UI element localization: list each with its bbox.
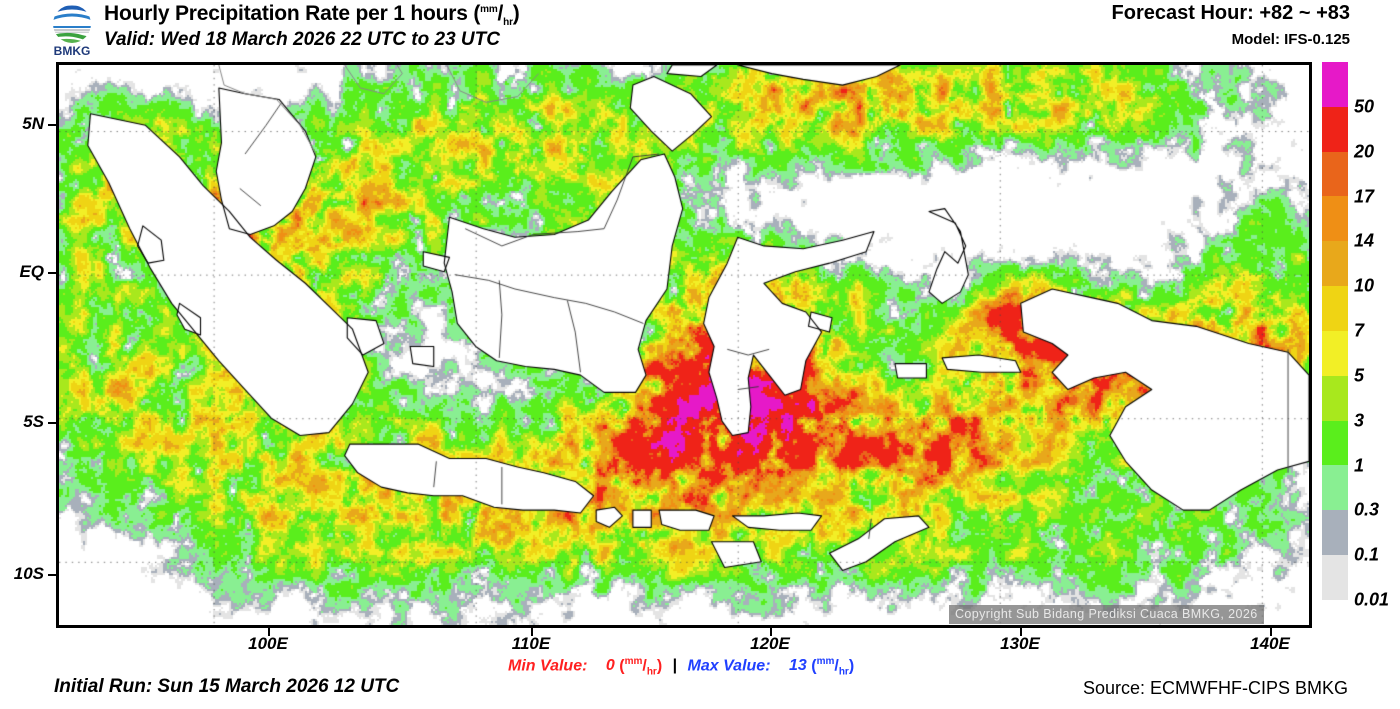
forecast-hour: Forecast Hour: +82 ~ +83: [1111, 2, 1350, 24]
lat-tick: [48, 124, 56, 126]
min-value-label: Min Value:: [508, 657, 588, 675]
lat-label-10s: 10S: [13, 564, 44, 583]
colorbar-tick-0.01: 0.01: [1354, 589, 1390, 610]
colorbar-band-17-20: [1322, 151, 1348, 197]
colorbar-band-0.1-0.3: [1322, 510, 1348, 556]
lon-tick: [1270, 628, 1272, 636]
min-value-unit: (mm/hr): [619, 656, 663, 678]
lat-tick: [48, 574, 56, 576]
colorbar-band-20-50: [1322, 106, 1348, 152]
lat-label-5n: 5N: [22, 114, 44, 133]
min-value: 0: [605, 657, 615, 675]
colorbar-tick-1: 1: [1354, 455, 1365, 475]
valid-time: Valid: Wed 18 March 2026 22 UTC to 23 UT…: [104, 29, 500, 50]
colorbar-band-1-3: [1322, 420, 1348, 466]
colorbar-tick-0.1: 0.1: [1354, 544, 1380, 565]
title-unit-numerator: mm: [480, 4, 498, 15]
max-value-label: Max Value:: [687, 657, 771, 675]
bmkg-logo-icon: BMKG: [53, 5, 91, 58]
colorbar-band-7-10: [1322, 286, 1348, 331]
max-value-unit: (mm/hr): [811, 656, 855, 678]
lon-label-140e: 140E: [1250, 634, 1290, 653]
bmkg-logo: BMKG: [42, 4, 102, 58]
colorbar-band-3-5: [1322, 375, 1348, 421]
colorbar-tick-5: 5: [1354, 365, 1365, 386]
colorbar-tick-7: 7: [1354, 320, 1365, 341]
lon-tick: [268, 628, 270, 636]
colorbar-band-10-14: [1322, 241, 1348, 287]
lat-label-5s: 5S: [23, 412, 44, 431]
colorbar-tick-14: 14: [1354, 230, 1375, 251]
svg-text:BMKG: BMKG: [54, 44, 91, 58]
title-unit: (mm/hr): [473, 2, 520, 29]
colorbar-tick-0.3: 0.3: [1354, 499, 1380, 520]
lat-tick: [48, 272, 56, 274]
copyright-watermark: Copyright Sub Bidang Prediksi Cuaca BMKG…: [949, 605, 1264, 624]
max-value: 13: [788, 657, 807, 675]
lon-label-100e: 100E: [248, 634, 288, 653]
initial-run: Initial Run: Sun 15 March 2026 12 UTC: [54, 676, 400, 697]
page-title: Hourly Precipitation Rate per 1 hours (m…: [104, 2, 520, 28]
colorbar-tick-17: 17: [1354, 186, 1375, 206]
colorbar-tick-3: 3: [1354, 410, 1365, 431]
precipitation-field: [59, 65, 1309, 625]
lat-tick: [48, 422, 56, 424]
colorbar-band-0.01-0.1: [1322, 555, 1348, 600]
colorbar-band-14-17: [1322, 196, 1348, 242]
colorbar-tick-20: 20: [1354, 141, 1375, 162]
page-title-text: Hourly Precipitation Rate per 1 hours: [104, 2, 468, 25]
model-name: Model: IFS-0.125: [1231, 31, 1350, 48]
lon-tick: [531, 628, 533, 636]
lon-label-120e: 120E: [750, 634, 790, 653]
precipitation-map[interactable]: Copyright Sub Bidang Prediksi Cuaca BMKG…: [56, 62, 1312, 628]
colorbar-band-50+: [1322, 62, 1348, 107]
lon-tick: [770, 628, 772, 636]
colorbar-band-0.3-1: [1322, 465, 1348, 511]
colorbar-tick-10: 10: [1354, 275, 1375, 296]
min-max-values: Min Value: 0 (mm/hr) | Max Value: 13 (mm…: [508, 656, 854, 678]
colorbar-tick-50: 50: [1354, 96, 1375, 117]
minmax-separator: |: [672, 657, 678, 675]
source-credit: Source: ECMWFHF-CIPS BMKG: [1082, 678, 1348, 698]
lon-label-110e: 110E: [511, 634, 551, 653]
lon-tick: [1020, 628, 1022, 636]
lat-label-eq: EQ: [19, 262, 44, 281]
title-unit-denominator: hr: [503, 17, 513, 29]
lon-label-130e: 130E: [1000, 634, 1040, 653]
precipitation-colorbar: [1322, 62, 1348, 600]
colorbar-band-5-7: [1322, 330, 1348, 376]
